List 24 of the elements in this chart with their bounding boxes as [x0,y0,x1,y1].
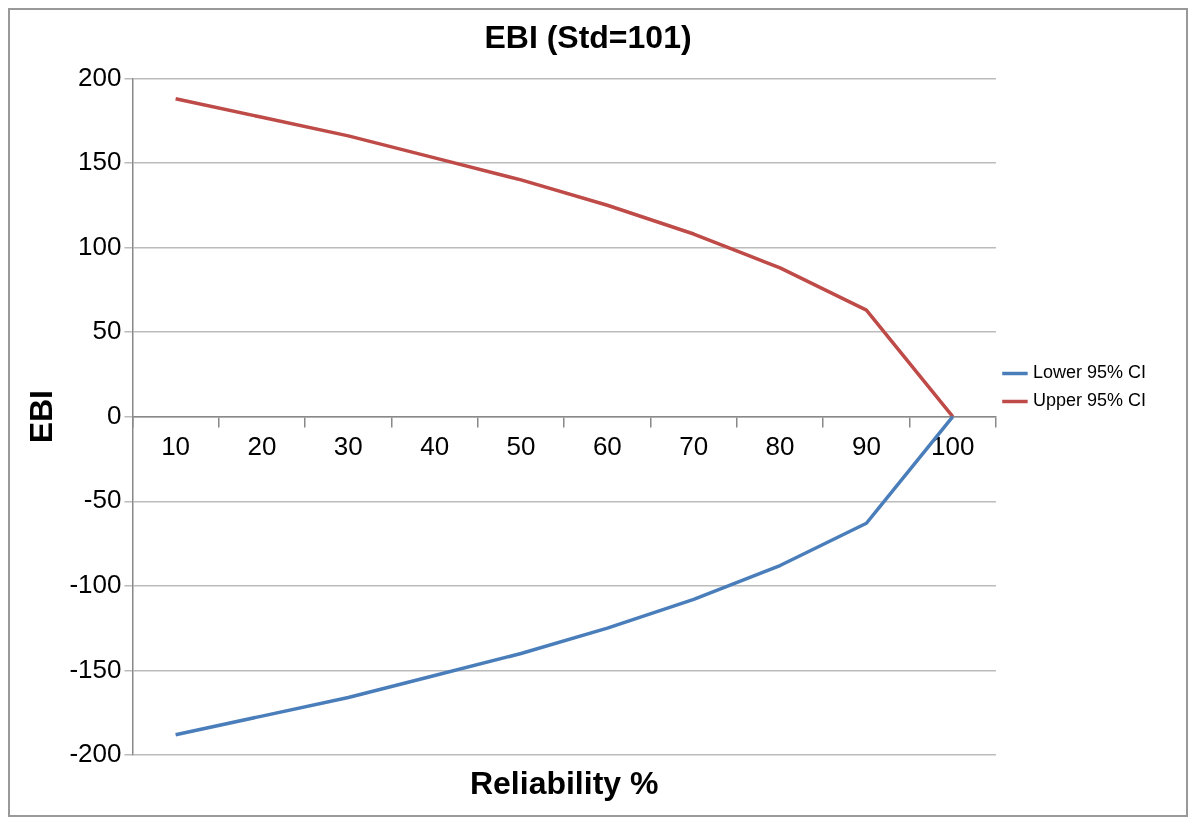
y-tick-label: 200 [78,61,122,92]
x-axis-title: Reliability % [469,764,659,801]
y-tick-label: -100 [69,569,122,600]
x-tick-label: 100 [931,431,975,462]
y-axis-title: EBI [23,390,60,444]
y-tick-label: -200 [69,738,122,769]
x-tick-label: 70 [679,431,709,462]
x-tick-label: 60 [592,431,622,462]
x-tick-label: 80 [765,431,795,462]
x-tick-label: 40 [420,431,450,462]
x-tick-label: 90 [851,431,881,462]
x-tick-label: 10 [161,431,191,462]
legend-label: Upper 95% CI [1032,390,1147,411]
y-tick-label: 0 [106,399,122,430]
x-tick-label: 20 [247,431,277,462]
chart-title: EBI (Std=101) [484,19,692,56]
y-tick-label: 100 [78,230,122,261]
y-tick-label: -150 [69,653,122,684]
y-tick-label: 50 [92,315,122,346]
legend-label: Lower 95% CI [1032,362,1147,383]
x-tick-label: 30 [333,431,363,462]
y-tick-label: -50 [83,484,122,515]
y-tick-label: 150 [78,146,122,177]
x-tick-label: 50 [506,431,536,462]
